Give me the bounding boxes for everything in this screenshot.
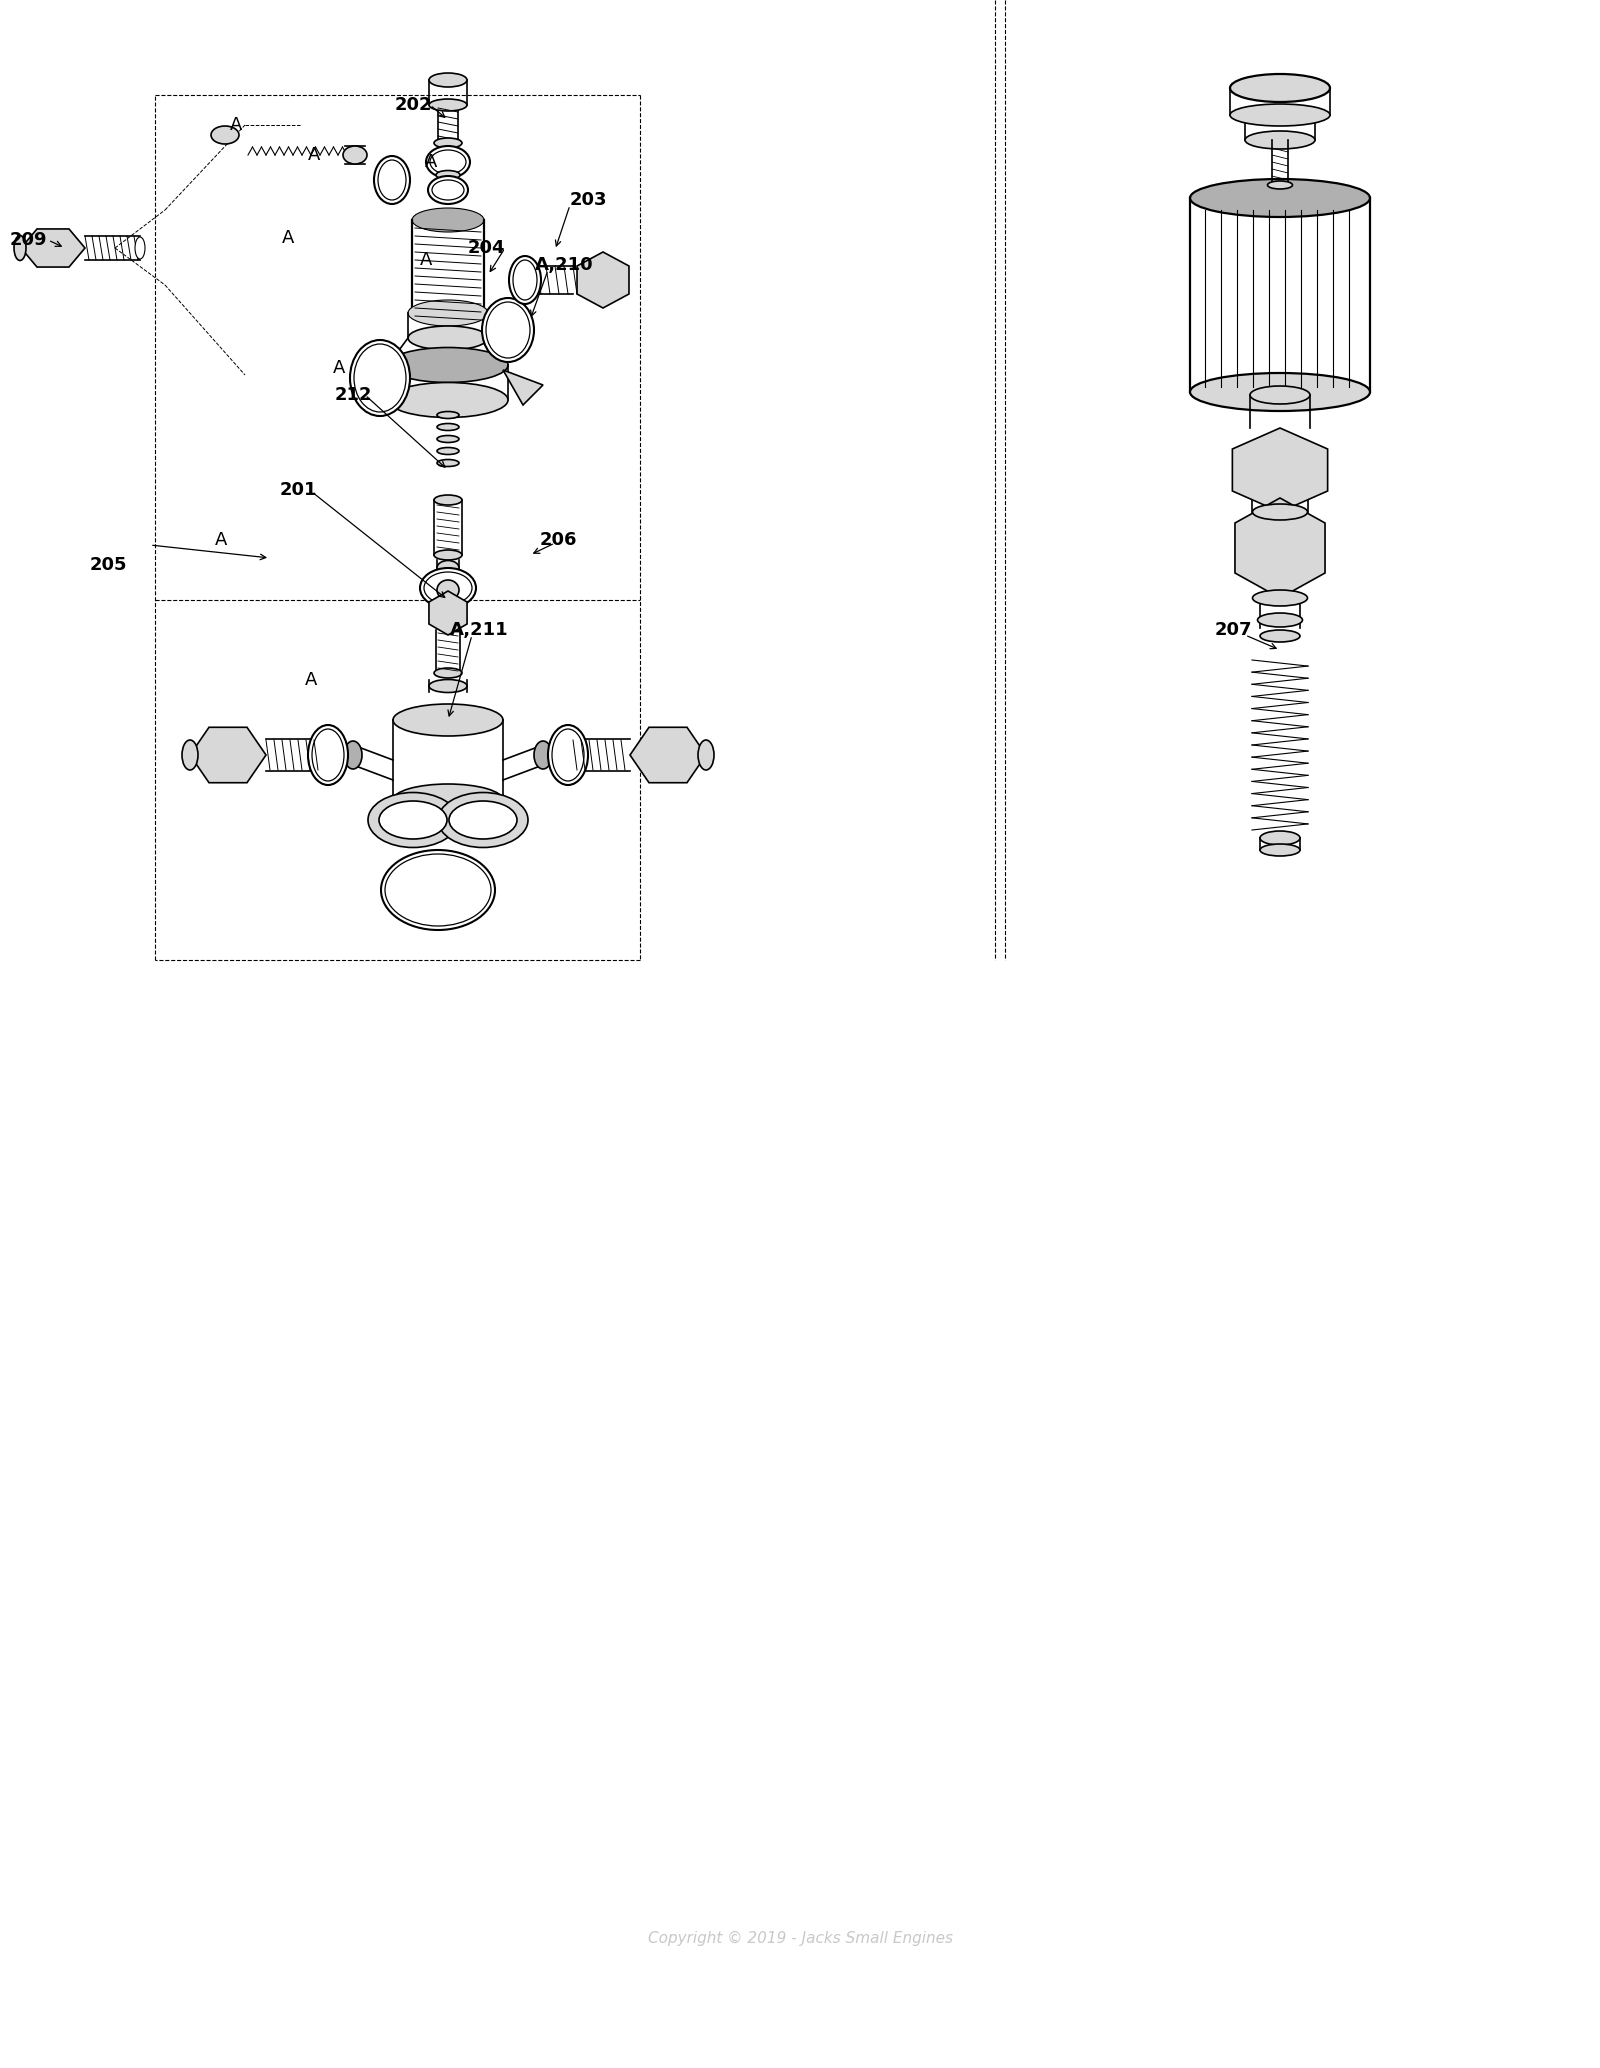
Ellipse shape	[437, 436, 459, 443]
Text: A: A	[230, 116, 242, 134]
Polygon shape	[21, 230, 85, 267]
Ellipse shape	[379, 800, 446, 840]
Ellipse shape	[387, 383, 509, 418]
Ellipse shape	[387, 347, 509, 383]
Ellipse shape	[698, 740, 714, 769]
Ellipse shape	[547, 726, 589, 786]
Ellipse shape	[509, 256, 541, 304]
Ellipse shape	[368, 792, 458, 848]
Ellipse shape	[394, 784, 502, 817]
Text: A: A	[419, 250, 432, 269]
Polygon shape	[429, 591, 467, 635]
Polygon shape	[578, 252, 629, 308]
Ellipse shape	[1190, 180, 1370, 217]
Ellipse shape	[1230, 103, 1330, 126]
Ellipse shape	[486, 302, 530, 358]
Ellipse shape	[413, 209, 483, 232]
Ellipse shape	[429, 680, 467, 693]
Polygon shape	[1235, 498, 1325, 598]
Text: 209: 209	[10, 232, 48, 248]
Ellipse shape	[1258, 612, 1302, 627]
Polygon shape	[1232, 428, 1328, 513]
Ellipse shape	[381, 850, 494, 931]
Ellipse shape	[354, 343, 406, 412]
Ellipse shape	[312, 730, 344, 782]
Ellipse shape	[1253, 505, 1307, 519]
Ellipse shape	[378, 159, 406, 201]
Ellipse shape	[350, 339, 410, 416]
Ellipse shape	[514, 261, 538, 300]
Ellipse shape	[437, 579, 459, 600]
Text: 202: 202	[395, 95, 432, 114]
Ellipse shape	[434, 550, 462, 560]
Ellipse shape	[552, 730, 584, 782]
Text: 206: 206	[541, 531, 578, 548]
Ellipse shape	[1261, 831, 1299, 846]
Ellipse shape	[1261, 844, 1299, 856]
Ellipse shape	[534, 740, 552, 769]
Ellipse shape	[307, 726, 349, 786]
Ellipse shape	[408, 327, 488, 349]
Ellipse shape	[386, 854, 491, 926]
Ellipse shape	[437, 560, 459, 575]
Ellipse shape	[429, 99, 467, 112]
Ellipse shape	[434, 139, 462, 149]
Text: A: A	[426, 153, 437, 172]
Ellipse shape	[182, 740, 198, 769]
Text: 207: 207	[1214, 620, 1253, 639]
Text: 204: 204	[467, 240, 506, 256]
Ellipse shape	[437, 424, 459, 430]
Ellipse shape	[429, 176, 467, 205]
Ellipse shape	[419, 569, 477, 608]
Ellipse shape	[1230, 74, 1330, 101]
Text: 212: 212	[334, 387, 373, 403]
Ellipse shape	[1253, 589, 1307, 606]
Text: A: A	[307, 147, 320, 163]
Ellipse shape	[426, 147, 470, 178]
Ellipse shape	[374, 155, 410, 205]
Text: A: A	[333, 360, 346, 376]
Ellipse shape	[1245, 130, 1315, 149]
Ellipse shape	[437, 412, 459, 418]
Ellipse shape	[438, 792, 528, 848]
Text: Copyright © 2019 - Jacks Small Engines: Copyright © 2019 - Jacks Small Engines	[648, 1932, 952, 1946]
Ellipse shape	[14, 236, 26, 261]
Text: A,210: A,210	[534, 256, 594, 273]
Ellipse shape	[342, 147, 366, 163]
Ellipse shape	[1261, 631, 1299, 641]
Ellipse shape	[344, 740, 362, 769]
Text: A: A	[282, 230, 294, 246]
Ellipse shape	[394, 703, 502, 736]
Ellipse shape	[424, 573, 472, 604]
Text: 205: 205	[90, 556, 128, 575]
Ellipse shape	[1190, 372, 1370, 412]
Ellipse shape	[1250, 387, 1310, 403]
Ellipse shape	[434, 494, 462, 505]
Ellipse shape	[134, 238, 146, 258]
Ellipse shape	[435, 170, 461, 180]
Polygon shape	[190, 728, 266, 782]
Text: 203: 203	[570, 190, 608, 209]
Text: A: A	[306, 670, 317, 689]
Text: A: A	[214, 531, 227, 548]
Ellipse shape	[437, 447, 459, 455]
Text: 201: 201	[280, 482, 317, 498]
Ellipse shape	[430, 151, 466, 174]
Ellipse shape	[211, 126, 238, 145]
Ellipse shape	[434, 668, 462, 678]
Text: A,211: A,211	[450, 620, 509, 639]
Ellipse shape	[482, 298, 534, 362]
Ellipse shape	[429, 72, 467, 87]
Polygon shape	[630, 728, 706, 782]
Ellipse shape	[450, 800, 517, 840]
Polygon shape	[502, 370, 542, 405]
Ellipse shape	[432, 180, 464, 201]
Ellipse shape	[1267, 182, 1293, 188]
Ellipse shape	[408, 300, 488, 327]
Ellipse shape	[437, 459, 459, 467]
